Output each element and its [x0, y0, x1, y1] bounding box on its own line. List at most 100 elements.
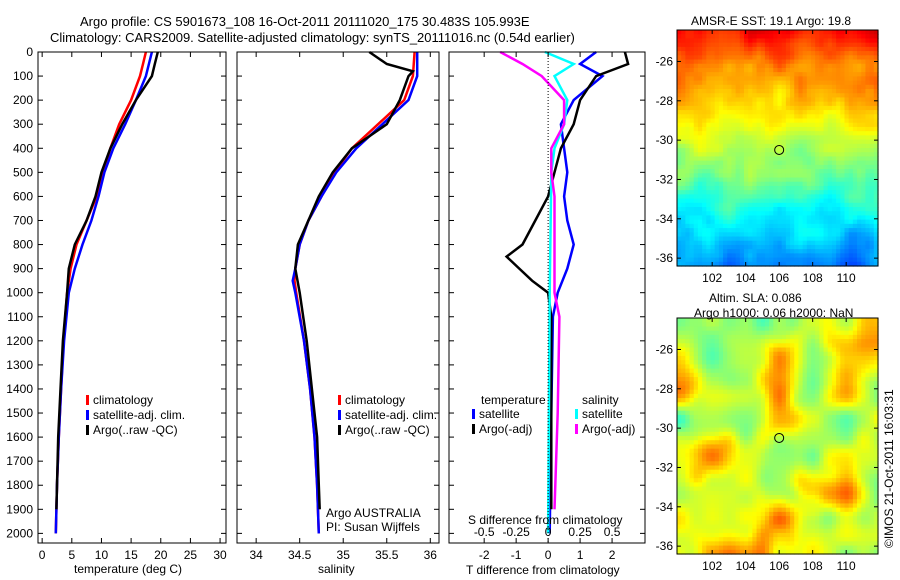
- temp-legend-label: Argo(..raw -QC): [93, 423, 178, 437]
- sst-map-x-tick-label: 110: [837, 271, 856, 285]
- diff-s-legend-swatch: [575, 424, 578, 434]
- x-tick-label: 15: [124, 548, 138, 562]
- y-tick-label: 1300: [6, 358, 33, 372]
- sst-map-frame: [676, 29, 879, 267]
- x-tick-label: 35.5: [375, 548, 399, 562]
- x-tick-label: 36: [424, 548, 438, 562]
- series-line-t-satellite: [548, 51, 605, 534]
- s-tick-label: -0.5: [474, 525, 495, 539]
- series-line-argo-raw-qc-: [55, 51, 160, 510]
- diff-s-legend-label: Argo(-adj): [582, 422, 635, 436]
- sal-legend-swatch: [338, 410, 341, 420]
- sal-legend-label: Argo(..raw -QC): [345, 423, 430, 437]
- x-tick-label: -2: [479, 548, 490, 562]
- sst-map-y-tick-label: -28: [656, 94, 674, 108]
- x-tick-label: 35: [337, 548, 351, 562]
- sla-map-x-tick-label: 106: [769, 559, 789, 573]
- series-line-s-argo-adj-: [499, 50, 566, 510]
- series-line-t-argo-adj-: [504, 51, 630, 510]
- sst-map-x-tick-label: 106: [769, 271, 789, 285]
- temp-legend-swatch: [86, 410, 89, 420]
- sst-map-field: [677, 30, 879, 267]
- y-tick-label: 400: [13, 141, 33, 155]
- x-tick-label: 34.5: [288, 548, 312, 562]
- sst-map-x-tick-label: 102: [702, 271, 722, 285]
- x-tick-label: 2: [609, 548, 616, 562]
- y-tick-label: 0: [26, 45, 33, 59]
- diff-s-legend-label: satellite: [582, 407, 623, 421]
- x-tick-label: 34: [249, 548, 263, 562]
- sla-map-y-tick-label: -32: [656, 460, 674, 474]
- temp-legend-label: satellite-adj. clim.: [93, 408, 185, 422]
- sla-map-field: [677, 318, 879, 555]
- sla-map-x-tick-label: 110: [837, 559, 856, 573]
- y-tick-label: 1700: [6, 454, 33, 468]
- temp-legend-swatch: [86, 425, 89, 435]
- y-tick-label: 900: [13, 262, 33, 276]
- sla-map-y-tick-label: -30: [656, 421, 674, 435]
- axes-frame: [236, 51, 440, 544]
- sal-legend-swatch: [338, 395, 341, 405]
- series-line-argo-raw-qc-: [294, 50, 416, 510]
- y-tick-label: 1200: [6, 334, 33, 348]
- y-tick-label: 2000: [6, 526, 33, 540]
- sst-map-y-tick-label: -30: [656, 133, 674, 147]
- sal-legend-swatch: [338, 425, 341, 435]
- diff-t-legend-label: satellite: [479, 407, 520, 421]
- y-tick-label: 100: [13, 69, 33, 83]
- y-tick-label: 1900: [6, 502, 33, 516]
- y-tick-label: 800: [13, 238, 33, 252]
- x-tick-label: 0: [545, 548, 552, 562]
- s-tick-label: 0.25: [568, 525, 592, 539]
- sla-map-y-tick-label: -28: [656, 382, 674, 396]
- x-tick-label: 1: [577, 548, 584, 562]
- sal-legend-label: satellite-adj. clim.: [345, 408, 437, 422]
- argo-country: Argo AUSTRALIA: [326, 506, 421, 520]
- y-tick-label: 1800: [6, 478, 33, 492]
- sla-title1: Altim. SLA: 0.086: [709, 291, 802, 305]
- x-tick-label: 20: [154, 548, 168, 562]
- sla-title2: Argo h1000: 0.06 h2000: NaN: [694, 306, 854, 320]
- copyright-footer: ©IMOS 21-Oct-2011 16:03:31: [882, 389, 896, 548]
- sst-map-y-tick-label: -32: [656, 172, 674, 186]
- y-tick-label: 1600: [6, 430, 33, 444]
- sal-legend-label: climatology: [345, 393, 405, 407]
- y-tick-label: 1500: [6, 406, 33, 420]
- series-line-satellite-adj-clim-: [54, 51, 154, 534]
- diff-xlabel-top: S difference from climatology: [468, 513, 623, 527]
- series-line-satellite-adj-clim-: [291, 52, 419, 534]
- axes-frame: [37, 51, 227, 544]
- x-tick-label: -1: [511, 548, 522, 562]
- sla-map-y-tick-label: -34: [656, 500, 674, 514]
- sst-map-x-tick-label: 108: [803, 271, 823, 285]
- diff-t-legend-label: Argo(-adj): [479, 422, 532, 436]
- sla-map-y-tick-label: -36: [656, 539, 674, 553]
- y-tick-label: 1100: [7, 310, 33, 324]
- series-line-climatology: [293, 51, 416, 534]
- sla-map-x-tick-label: 108: [803, 559, 823, 573]
- title-line2: Climatology: CARS2009. Satellite-adjuste…: [50, 30, 575, 45]
- x-tick-label: 0: [39, 548, 46, 562]
- s-tick-label: -0.25: [502, 525, 530, 539]
- y-tick-label: 700: [13, 213, 33, 227]
- y-tick-label: 300: [13, 117, 33, 131]
- sla-map-x-tick-label: 102: [702, 559, 722, 573]
- temp-legend-label: climatology: [93, 393, 153, 407]
- sst-map-y-tick-label: -26: [656, 54, 674, 68]
- legend-title-temperature: temperature: [481, 393, 546, 407]
- diff-s-legend-swatch: [575, 409, 578, 419]
- x-tick-label: 30: [213, 548, 227, 562]
- diff-xlabel: T difference from climatology: [466, 563, 620, 577]
- sst-map-x-tick-label: 104: [736, 271, 756, 285]
- axes-frame: [448, 51, 646, 544]
- y-tick-label: 600: [13, 189, 33, 203]
- legend-title-salinity: salinity: [582, 393, 619, 407]
- y-tick-label: 200: [13, 93, 33, 107]
- sla-map-argo-location-marker: [774, 432, 785, 443]
- y-tick-label: 500: [13, 165, 33, 179]
- sla-map-frame: [676, 317, 879, 555]
- x-tick-label: 5: [68, 548, 75, 562]
- sst-map-argo-location-marker: [774, 144, 785, 155]
- sal-xlabel: salinity: [318, 562, 355, 576]
- sst-map-y-tick-label: -34: [656, 212, 674, 226]
